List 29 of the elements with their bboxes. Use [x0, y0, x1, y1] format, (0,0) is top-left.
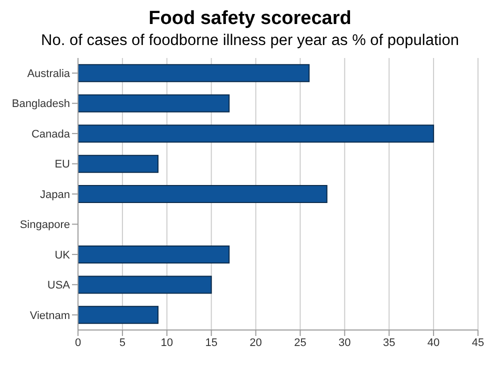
bar [78, 306, 158, 324]
y-tick-label: UK [54, 249, 71, 262]
bar [78, 94, 230, 112]
x-tick-label: 0 [74, 336, 82, 349]
x-tick-label: 35 [382, 336, 396, 349]
bar [78, 64, 310, 82]
x-tick-label: 25 [294, 336, 306, 349]
y-tick-label: Singapore [20, 219, 70, 232]
y-tick-label: EU [54, 158, 70, 171]
bar [78, 124, 434, 143]
chart-subtitle: No. of cases of foodborne illness per year as % of population [40, 32, 460, 50]
chart-title: Food safety scorecard [148, 8, 352, 30]
x-tick-label: 30 [338, 336, 351, 349]
y-tick-label: USA [47, 280, 71, 292]
y-tick-label: Japan [40, 188, 70, 201]
y-tick-label: Vietnam [30, 310, 70, 322]
y-tick-label: Bangladesh [12, 98, 70, 110]
x-tick-label: 5 [119, 336, 126, 349]
y-tick-label: Canada [31, 128, 71, 140]
bar [78, 245, 230, 264]
x-tick-label: 10 [160, 336, 174, 349]
bar [78, 185, 328, 204]
x-tick-label: 20 [250, 336, 262, 349]
y-tick-label: Australia [27, 68, 71, 80]
x-tick-label: 15 [205, 336, 218, 349]
bar [78, 154, 158, 173]
bar [78, 276, 212, 294]
x-tick-label: 40 [427, 336, 440, 349]
x-tick-label: 45 [472, 336, 484, 349]
